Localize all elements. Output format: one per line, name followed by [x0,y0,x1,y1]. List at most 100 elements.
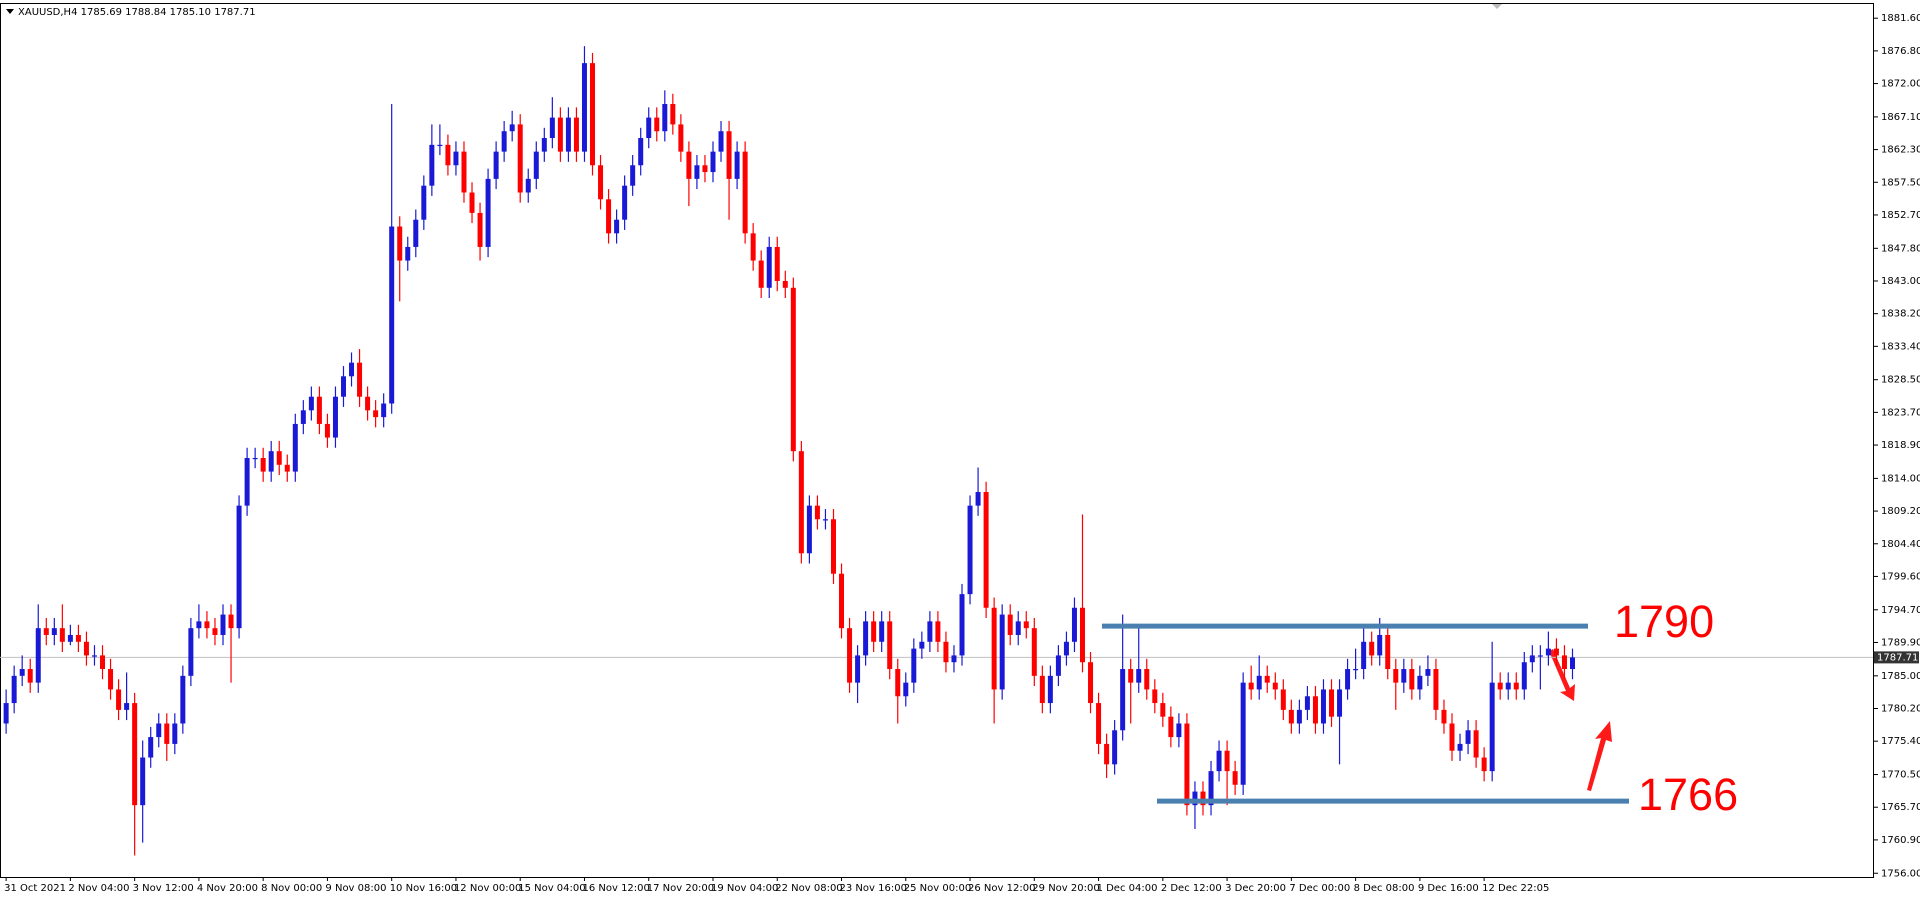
candle-body [83,641,89,656]
candle-body [1136,669,1142,683]
candle-body [148,737,154,758]
candle-body [1184,723,1190,806]
candle-body [1425,669,1431,676]
candle-body [999,614,1005,690]
candle-body [1433,669,1439,710]
y-tick-label: 1794.70 [1881,605,1920,616]
y-tick-label: 1872.00 [1881,79,1920,90]
y-tick-label: 1852.70 [1881,210,1920,221]
candle-body [51,628,57,635]
candle-body [871,621,877,642]
candle-body [1312,696,1318,724]
candle-body [365,396,371,411]
y-tick-label: 1775.40 [1881,736,1920,747]
x-tick-label: 8 Nov 00:00 [261,883,322,894]
candle-body [1023,621,1029,629]
candle-body [67,634,73,642]
candle-body [533,151,539,179]
candle-body [517,124,523,193]
candle-body [1128,669,1134,683]
candle-body [1409,669,1415,690]
candle-body [1160,703,1166,717]
candle-body [606,199,612,234]
candle-body [381,403,387,418]
y-tick-label: 1847.80 [1881,243,1920,254]
candle-body [1529,655,1535,663]
candle-body [581,63,587,152]
x-tick-label: 31 Oct 2021 [4,883,66,894]
candle-body [236,505,242,629]
shift-marker [1492,4,1502,9]
candle-body [1320,689,1326,724]
candle-body [1120,669,1126,731]
candle-body [1441,709,1447,724]
candle-body [991,607,997,690]
candle-body [316,396,322,424]
y-tick-label: 1867.10 [1881,112,1920,123]
candle-body [19,669,25,676]
candle-body [1152,689,1158,704]
candle-body [598,165,604,200]
candle-body [726,131,732,179]
x-tick-label: 4 Nov 20:00 [197,883,258,894]
candle-body [397,226,403,261]
x-tick-label: 9 Dec 16:00 [1418,883,1479,894]
candle-body [1063,641,1069,656]
y-tick-label: 1780.20 [1881,704,1920,715]
candle-body [91,655,97,657]
candle-body [1385,634,1391,670]
candle-body [292,423,298,472]
arrow-up [1587,721,1612,791]
candle-body [1055,655,1061,676]
candle-body [1031,628,1037,676]
candle-body [1047,675,1053,704]
y-tick-label: 1814.00 [1881,473,1920,484]
candle-body [100,655,106,670]
candle-body [1272,682,1278,690]
candle-body [43,628,49,635]
candle-body [196,621,202,629]
candle-body [268,451,274,472]
candle-body [1104,743,1110,765]
candle-body [1473,730,1479,758]
candle-body [1457,743,1463,751]
x-tick-label: 12 Nov 00:00 [454,883,521,894]
candle-body [204,621,210,629]
y-tick-label: 1760.90 [1881,835,1920,846]
candle-body [702,165,708,173]
x-tick-label: 7 Dec 00:00 [1289,883,1350,894]
candle-body [774,246,780,281]
candle-body [734,151,740,179]
candle-body [1096,703,1102,744]
candle-body [1569,657,1575,670]
candle-body [340,376,346,397]
candle-body [678,124,684,152]
y-tick-label: 1876.80 [1881,46,1920,57]
candle-body [622,185,628,220]
candle-body [1481,757,1487,772]
candle-body [710,151,716,173]
candle-body [951,655,957,663]
candle-body [1377,634,1383,656]
current-price-label: 1787.71 [1877,652,1918,663]
candle-body [389,226,395,404]
candle-body [1079,607,1085,663]
candle-body [1200,791,1206,806]
x-tick-label: 3 Dec 20:00 [1225,883,1286,894]
candle-body [822,519,828,521]
x-tick-label: 19 Nov 04:00 [711,883,778,894]
candle-body [943,641,949,663]
y-tick-label: 1765.70 [1881,802,1920,813]
y-tick-label: 1809.20 [1881,506,1920,517]
arrow-down [1549,649,1575,701]
candle-body [284,464,290,472]
candle-body [453,151,459,166]
x-tick-label: 22 Nov 08:00 [775,883,842,894]
x-tick-label: 3 Nov 12:00 [133,883,194,894]
candle-body [1545,648,1551,656]
candle-body [967,505,973,595]
y-tick-label: 1756.00 [1881,868,1920,879]
arrows [1549,649,1612,791]
